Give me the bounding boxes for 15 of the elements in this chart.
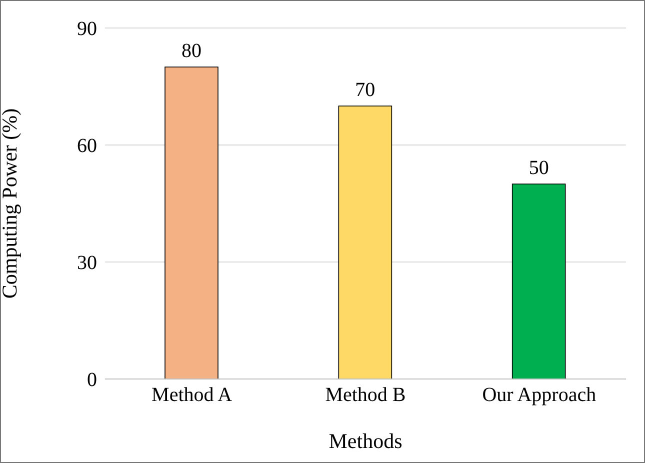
data-label: 50 <box>528 157 549 179</box>
y-tick-label: 30 <box>77 252 97 274</box>
x-tick-label: Our Approach <box>482 384 596 406</box>
y-tick-label: 90 <box>77 18 97 40</box>
y-tick-label: 0 <box>87 369 97 392</box>
bar <box>338 106 392 379</box>
data-label: 80 <box>182 40 202 62</box>
y-axis-title: Computing Power (%) <box>0 108 22 299</box>
data-label: 70 <box>355 79 376 101</box>
x-axis-title: Methods <box>328 429 402 453</box>
y-tick-label: 60 <box>77 135 97 158</box>
x-tick-label: Method B <box>325 384 406 406</box>
bar <box>164 66 218 379</box>
bar <box>512 184 566 379</box>
x-tick-label: Method A <box>152 384 233 406</box>
